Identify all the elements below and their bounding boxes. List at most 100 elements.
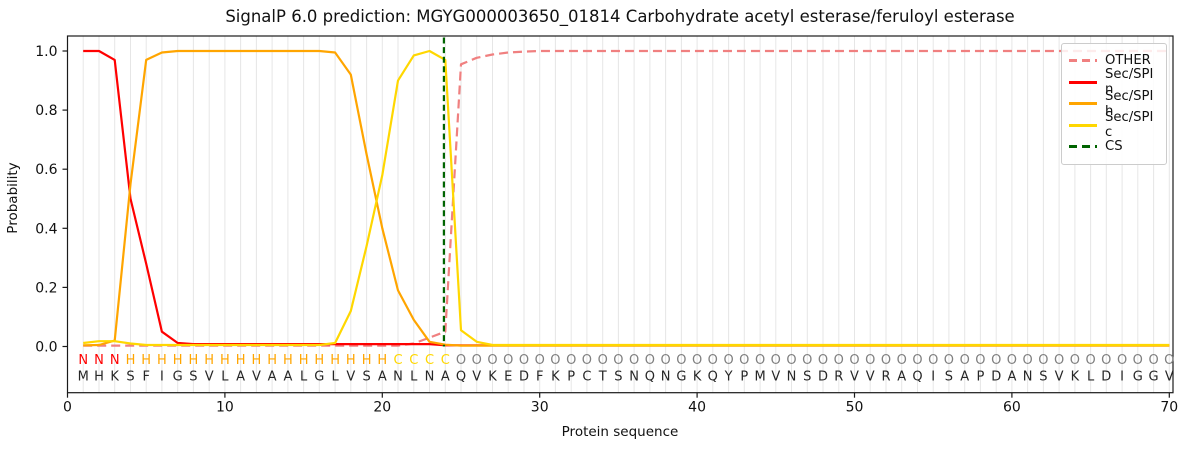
svg-text:H: H xyxy=(204,353,214,368)
svg-text:O: O xyxy=(960,353,970,368)
legend-label: Sec/SPI c xyxy=(1105,110,1154,141)
svg-text:O: O xyxy=(1038,353,1048,368)
dashed-line-sample-icon xyxy=(1069,59,1097,63)
svg-text:O: O xyxy=(519,353,529,368)
svg-text:S: S xyxy=(945,370,953,385)
legend-label: Sec/SPI n xyxy=(1105,67,1154,98)
svg-text:30: 30 xyxy=(531,400,549,416)
svg-text:O: O xyxy=(897,353,907,368)
svg-text:H: H xyxy=(267,353,277,368)
svg-text:O: O xyxy=(598,353,608,368)
svg-text:O: O xyxy=(472,353,482,368)
svg-text:L: L xyxy=(331,370,339,385)
svg-text:O: O xyxy=(676,353,686,368)
svg-text:O: O xyxy=(739,353,749,368)
svg-text:O: O xyxy=(865,353,875,368)
svg-text:P: P xyxy=(976,370,984,385)
svg-text:G: G xyxy=(173,370,183,385)
svg-text:O: O xyxy=(613,353,623,368)
svg-text:V: V xyxy=(866,370,875,385)
svg-text:H: H xyxy=(94,370,104,385)
svg-text:O: O xyxy=(1101,353,1111,368)
svg-text:Q: Q xyxy=(912,370,922,385)
svg-text:G: G xyxy=(1149,370,1159,385)
svg-text:K: K xyxy=(693,370,702,385)
svg-text:Q: Q xyxy=(708,370,718,385)
svg-text:I: I xyxy=(1120,370,1124,385)
svg-text:V: V xyxy=(1165,370,1174,385)
svg-text:O: O xyxy=(550,353,560,368)
svg-text:A: A xyxy=(283,370,292,385)
svg-text:O: O xyxy=(1007,353,1017,368)
svg-text:N: N xyxy=(425,370,435,385)
svg-text:C: C xyxy=(425,353,434,368)
y-axis-label: Probability xyxy=(5,162,21,234)
svg-text:V: V xyxy=(472,370,481,385)
svg-text:O: O xyxy=(755,353,765,368)
svg-text:S: S xyxy=(1039,370,1047,385)
svg-text:V: V xyxy=(346,370,355,385)
svg-text:R: R xyxy=(834,370,843,385)
svg-text:D: D xyxy=(519,370,529,385)
svg-text:50: 50 xyxy=(846,400,864,416)
svg-text:V: V xyxy=(850,370,859,385)
svg-text:A: A xyxy=(268,370,277,385)
solid-line-sample-icon xyxy=(1069,123,1097,127)
legend-item-sec-spi-c: Sec/SPI c xyxy=(1069,110,1160,140)
svg-text:H: H xyxy=(126,353,136,368)
svg-text:O: O xyxy=(535,353,545,368)
svg-text:O: O xyxy=(818,353,828,368)
svg-text:O: O xyxy=(1117,353,1127,368)
svg-text:C: C xyxy=(582,370,591,385)
svg-text:P: P xyxy=(740,370,748,385)
svg-text:O: O xyxy=(991,353,1001,368)
svg-text:H: H xyxy=(314,353,324,368)
svg-text:F: F xyxy=(142,370,149,385)
svg-text:O: O xyxy=(692,353,702,368)
svg-text:G: G xyxy=(1133,370,1143,385)
svg-text:20: 20 xyxy=(373,400,391,416)
svg-text:C: C xyxy=(409,353,418,368)
legend-item-sec-spi-h: Sec/SPI h xyxy=(1069,89,1160,119)
svg-text:O: O xyxy=(645,353,655,368)
svg-text:K: K xyxy=(110,370,119,385)
legend-label: CS xyxy=(1105,139,1123,155)
svg-text:N: N xyxy=(629,370,639,385)
svg-text:S: S xyxy=(126,370,134,385)
svg-text:A: A xyxy=(897,370,906,385)
svg-text:S: S xyxy=(362,370,370,385)
svg-text:H: H xyxy=(299,353,309,368)
svg-text:0.0: 0.0 xyxy=(35,340,57,356)
legend-item-cs: CS xyxy=(1069,136,1160,158)
svg-text:O: O xyxy=(1070,353,1080,368)
svg-text:G: G xyxy=(676,370,686,385)
svg-text:O: O xyxy=(1085,353,1095,368)
svg-text:O: O xyxy=(456,353,466,368)
svg-text:C: C xyxy=(441,353,450,368)
svg-text:O: O xyxy=(1022,353,1032,368)
svg-text:S: S xyxy=(614,370,622,385)
svg-text:H: H xyxy=(330,353,340,368)
svg-text:H: H xyxy=(173,353,183,368)
svg-text:Y: Y xyxy=(724,370,733,385)
svg-text:60: 60 xyxy=(1003,400,1021,416)
svg-text:L: L xyxy=(300,370,308,385)
svg-text:V: V xyxy=(252,370,261,385)
svg-text:H: H xyxy=(157,353,167,368)
svg-text:O: O xyxy=(660,353,670,368)
svg-text:L: L xyxy=(1087,370,1095,385)
svg-text:O: O xyxy=(912,353,922,368)
svg-text:M: M xyxy=(754,370,765,385)
svg-text:L: L xyxy=(221,370,229,385)
svg-text:V: V xyxy=(205,370,214,385)
svg-text:L: L xyxy=(410,370,418,385)
svg-text:S: S xyxy=(189,370,197,385)
svg-text:40: 40 xyxy=(688,400,706,416)
svg-text:V: V xyxy=(1055,370,1064,385)
svg-text:O: O xyxy=(582,353,592,368)
svg-text:H: H xyxy=(236,353,246,368)
svg-text:O: O xyxy=(786,353,796,368)
svg-text:H: H xyxy=(252,353,262,368)
svg-text:A: A xyxy=(1007,370,1016,385)
